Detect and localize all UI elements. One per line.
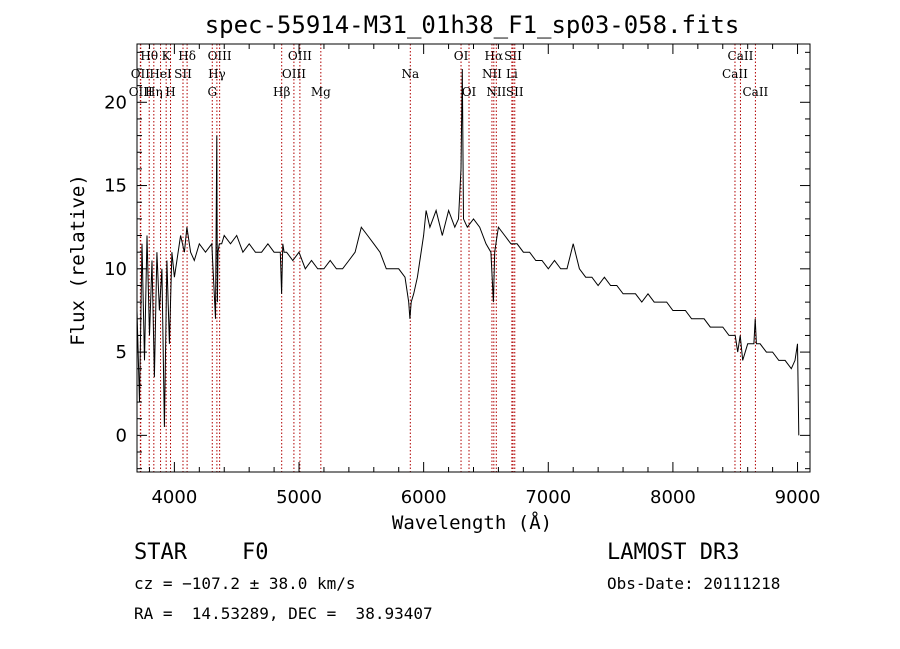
spectrum-line [136,68,800,436]
line-marker-label-13: OIII [282,67,306,81]
line-marker-label-26: CaII [722,67,748,81]
coordinates-text: RA = 14.53289, DEC = 38.93407 [134,604,433,623]
redshift-text: cz = −107.2 ± 38.0 km/s [134,574,356,593]
y-tick-label: 0 [116,425,127,446]
line-marker-label-12: OIII [288,49,312,63]
line-marker-label-9: OIII [208,49,232,63]
chart-title: spec-55914-M31_01h38_F1_sp03-058.fits [205,11,740,39]
line-marker-label-14: Hβ [273,85,290,99]
line-marker-label-0: Hθ [140,49,158,63]
line-marker-label-8: H [165,85,175,99]
x-tick-label: 4000 [151,487,197,508]
line-marker-label-10: Hγ [208,67,226,81]
line-marker-label-17: OI [454,49,469,63]
x-tick-label: 8000 [650,487,696,508]
x-tick-label: 6000 [401,487,447,508]
y-axis-label: Flux (relative) [67,174,89,346]
x-axis-label: Wavelength (Å) [392,511,552,534]
x-tick-label: 7000 [525,487,571,508]
line-marker-label-5: Hη [145,85,163,99]
object-class: STAR [134,540,187,565]
line-marker-label-1: OII [131,67,151,81]
line-marker-label-11: G [207,85,217,99]
line-marker-label-6: Hδ [178,49,196,63]
object-subclass: F0 [242,540,269,565]
y-tick-label: 20 [104,92,127,113]
line-marker-label-22: Li [506,67,518,81]
line-marker-label-3: K [162,49,172,63]
survey-name: LAMOST DR3 [607,540,740,565]
y-axis-ticks: 0 5 10 15 20 [104,51,810,470]
line-marker-label-21: NII [482,67,502,81]
x-tick-label: 9000 [775,487,821,508]
line-marker-label-20: SII [504,49,522,63]
x-axis-ticks: 4000 5000 6000 7000 8000 9000 [148,44,821,508]
line-marker-label-2: OIII [129,85,153,99]
y-tick-label: 15 [104,176,127,197]
y-tick-label: 10 [104,259,127,280]
line-marker-label-18: OI [462,85,477,99]
y-tick-label: 5 [116,342,127,363]
line-marker-label-15: Mg [311,85,331,99]
line-marker-label-4: HeI [149,67,172,81]
line-marker-label-25: CaII [728,49,754,63]
line-marker-label-19: Hα [485,49,504,63]
emission-line-markers: Hθ OII OIII K HeI Hη Hδ SII H OIII Hγ G OIII OIII Hβ Mg… [129,44,769,472]
line-marker-label-7: SII [174,67,192,81]
x-tick-label: 5000 [276,487,322,508]
line-marker-label-16: Na [401,67,419,81]
line-marker-label-27: CaII [742,85,768,99]
line-marker-label-24: SII [506,85,524,99]
obs-date-text: Obs-Date: 20111218 [607,574,781,593]
line-marker-label-23: NII [486,85,506,99]
plot-frame [136,43,811,473]
